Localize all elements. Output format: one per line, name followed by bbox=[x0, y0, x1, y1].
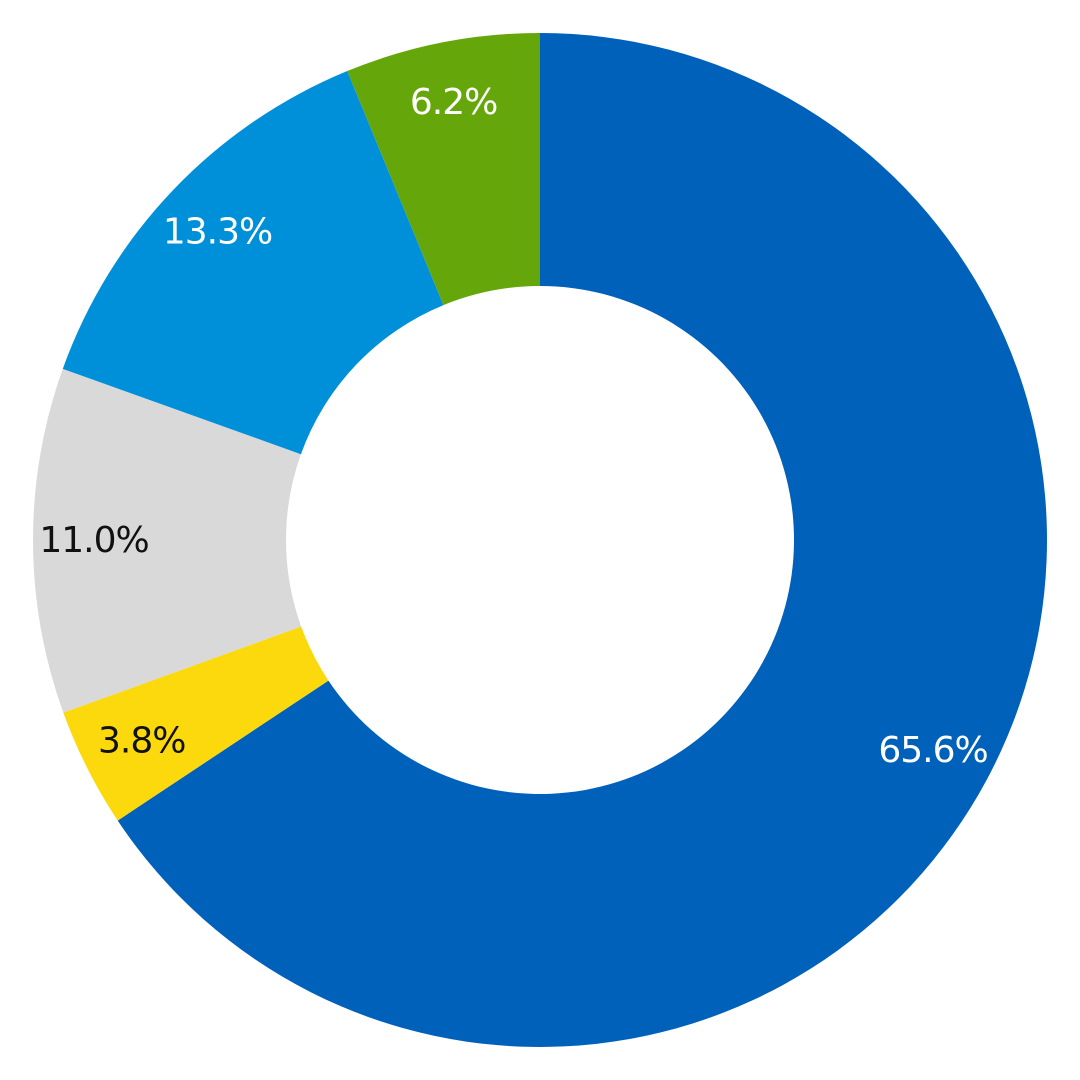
slice-label-4: 6.2% bbox=[410, 82, 497, 123]
slice-label-2: 11.0% bbox=[39, 520, 148, 561]
slices-layer bbox=[32, 33, 1048, 1047]
slice-label-1: 3.8% bbox=[98, 720, 185, 761]
donut-slice-3 bbox=[62, 71, 444, 455]
slice-label-0: 65.6% bbox=[878, 730, 987, 771]
donut-slice-2 bbox=[32, 368, 302, 713]
donut-slice-1 bbox=[63, 626, 329, 821]
donut-slice-0 bbox=[117, 33, 1048, 1047]
donut-slice-4 bbox=[347, 33, 540, 306]
slice-label-3: 13.3% bbox=[163, 211, 272, 252]
labels-layer: 65.6% 3.8% 11.0% 13.3% 6.2% bbox=[39, 82, 988, 771]
